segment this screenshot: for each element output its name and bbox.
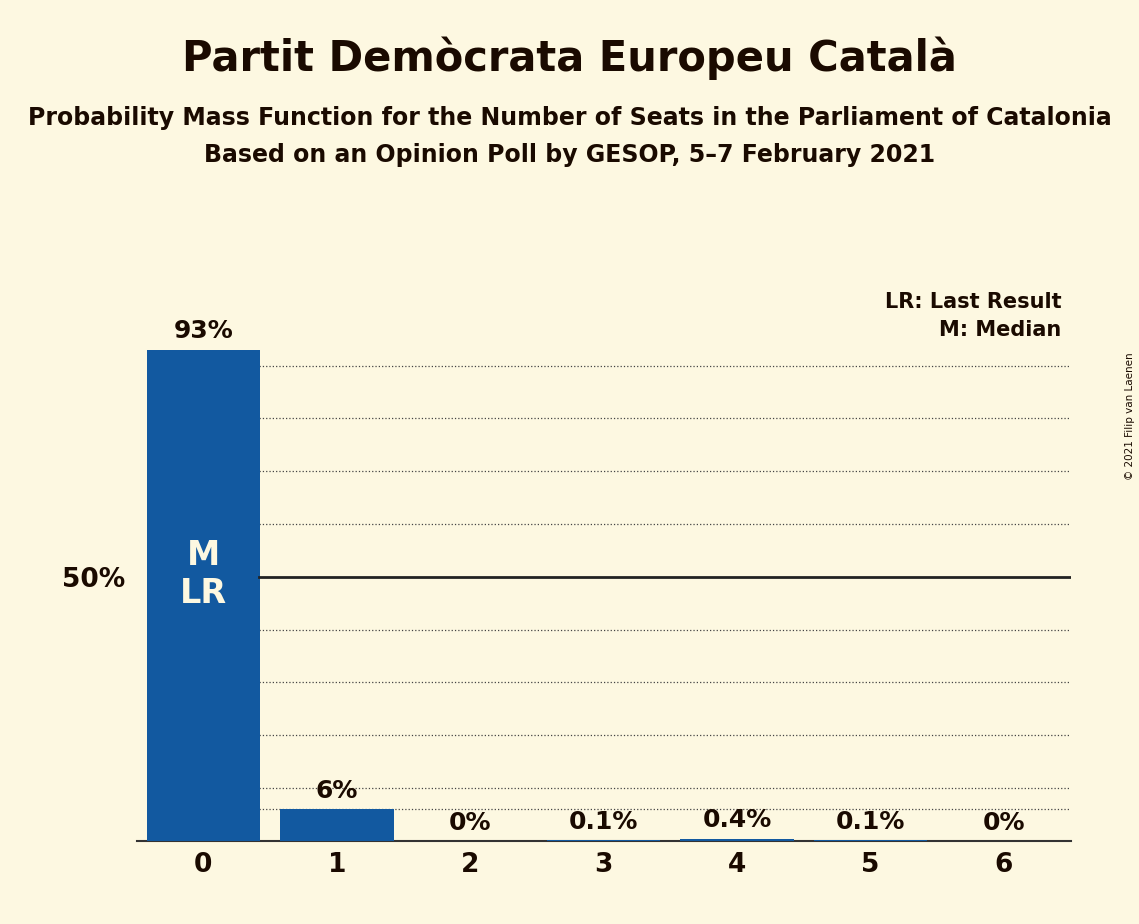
Text: LR: Last Result: LR: Last Result bbox=[885, 292, 1062, 312]
Bar bbox=[680, 839, 794, 841]
Text: 0.1%: 0.1% bbox=[836, 810, 906, 834]
Text: © 2021 Filip van Laenen: © 2021 Filip van Laenen bbox=[1125, 352, 1134, 480]
Text: 93%: 93% bbox=[173, 320, 233, 344]
Text: Based on an Opinion Poll by GESOP, 5–7 February 2021: Based on an Opinion Poll by GESOP, 5–7 F… bbox=[204, 143, 935, 167]
Text: 0.1%: 0.1% bbox=[570, 810, 638, 834]
Bar bbox=[280, 809, 393, 841]
Text: Probability Mass Function for the Number of Seats in the Parliament of Catalonia: Probability Mass Function for the Number… bbox=[27, 106, 1112, 130]
Text: 6%: 6% bbox=[316, 779, 358, 803]
Text: M
LR: M LR bbox=[180, 539, 227, 610]
Text: 0%: 0% bbox=[449, 810, 492, 834]
Text: 0.4%: 0.4% bbox=[703, 808, 772, 833]
Text: M: Median: M: Median bbox=[939, 320, 1062, 340]
Bar bbox=[147, 350, 260, 841]
Text: Partit Demòcrata Europeu Català: Partit Demòcrata Europeu Català bbox=[182, 37, 957, 80]
Text: 0%: 0% bbox=[983, 810, 1025, 834]
